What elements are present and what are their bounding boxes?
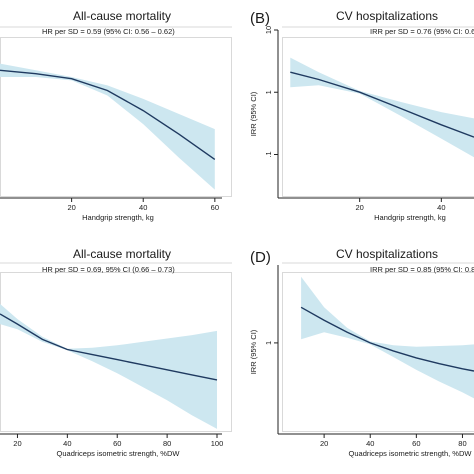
panel-c-x-ticks: 20 40 60 80 100 xyxy=(13,434,223,448)
panel-d-line-layer xyxy=(300,306,474,372)
panel-b-y-ticks: 101.1 xyxy=(264,26,278,158)
panel-c-x-tick-label: 100 xyxy=(211,439,224,448)
panel-d-ci-band xyxy=(301,276,474,399)
panel-b-line-layer xyxy=(290,71,474,138)
panel-a-x-tick-label: 20 xyxy=(67,203,75,212)
panel-b-x-tick-label: 20 xyxy=(355,203,363,212)
panel-a-x-tick-label: 60 xyxy=(211,203,219,212)
panel-c-x-label: Quadriceps isometric strength, %DW xyxy=(57,449,181,458)
panel-d-y-ticks: 1 xyxy=(264,341,278,345)
panel-a-estimate-line xyxy=(0,69,216,160)
panel-b-frame xyxy=(282,37,474,197)
panel-d-frame xyxy=(282,272,474,432)
panel-a-x-label: Handgrip strength, kg xyxy=(82,213,154,222)
panel-b-letter: (B) xyxy=(250,10,270,27)
panel-c-line-layer xyxy=(0,313,218,381)
panel-a-line-layer xyxy=(0,69,216,160)
panel-d-estimate-line xyxy=(300,306,474,372)
panel-c-x-tick-label: 60 xyxy=(113,439,121,448)
panel-b-x-ticks: 20 40 xyxy=(355,198,446,212)
panel-d-band-layer xyxy=(301,276,474,399)
panel-c-annotation: HR per SD = 0.69, 95% CI (0.66 – 0.73) xyxy=(42,265,175,274)
panel-b-band-layer xyxy=(290,57,474,158)
panel-d-x-label: Quadriceps isometric strength, %DW xyxy=(349,449,473,458)
panel-b-x-tick-label: 40 xyxy=(437,203,445,212)
panel-d-x-tick-label: 20 xyxy=(320,439,328,448)
panel-a-frame xyxy=(0,37,232,197)
panel-b-annotation: IRR per SD = 0.76 (95% CI: 0.68 – 0.84) xyxy=(370,27,474,36)
panel-c: All-cause mortality HR per SD = 0.69, 95… xyxy=(0,247,232,458)
panel-a: All-cause mortality HR per SD = 0.59 (95… xyxy=(0,9,232,222)
panel-a-title: All-cause mortality xyxy=(73,9,171,23)
panel-d: (D) CV hospitalizations IRR per SD = 0.8… xyxy=(249,247,474,458)
panel-b: (B) CV hospitalizations IRR per SD = 0.7… xyxy=(249,9,474,222)
panel-c-frame xyxy=(0,272,232,432)
panel-c-band-layer xyxy=(0,303,217,429)
panel-b-x-label: Handgrip strength, kg xyxy=(374,213,446,222)
panel-a-annotation: HR per SD = 0.59 (95% CI: 0.56 – 0.62) xyxy=(42,27,175,36)
panel-c-estimate-line xyxy=(0,313,218,381)
panel-d-letter: (D) xyxy=(250,249,271,266)
panel-d-title: CV hospitalizations xyxy=(336,247,438,261)
panel-c-title: All-cause mortality xyxy=(73,247,171,261)
panel-d-x-ticks: 20 40 60 80 xyxy=(320,434,467,448)
panel-b-title: CV hospitalizations xyxy=(336,9,438,23)
panel-d-y-label: IRR (95% CI) xyxy=(249,329,258,374)
panel-b-y-label: IRR (95% CI) xyxy=(249,91,258,136)
panel-b-ci-band xyxy=(290,57,474,158)
panel-c-x-tick-label: 40 xyxy=(63,439,71,448)
panel-b-estimate-line xyxy=(290,71,474,138)
panel-a-x-ticks: 20 40 60 xyxy=(67,198,219,212)
panel-d-x-tick-label: 60 xyxy=(412,439,420,448)
panel-d-x-tick-label: 40 xyxy=(366,439,374,448)
panel-a-band-layer xyxy=(0,63,215,190)
panel-b-y-tick-label: 1 xyxy=(264,90,273,94)
panel-a-x-tick-label: 40 xyxy=(139,203,147,212)
panel-c-x-tick-label: 80 xyxy=(163,439,171,448)
panel-d-x-tick-label: 80 xyxy=(458,439,466,448)
panel-a-ci-band xyxy=(0,63,215,190)
panel-c-x-tick-label: 20 xyxy=(13,439,21,448)
panel-d-annotation: IRR per SD = 0.85 (95% CI: 0.84 – 0.86) xyxy=(370,265,474,274)
panel-b-y-tick-label: 10 xyxy=(264,26,273,34)
panel-d-y-tick-label: 1 xyxy=(264,341,273,345)
panel-c-ci-band xyxy=(0,303,217,429)
panel-b-y-tick-label: .1 xyxy=(264,151,273,157)
